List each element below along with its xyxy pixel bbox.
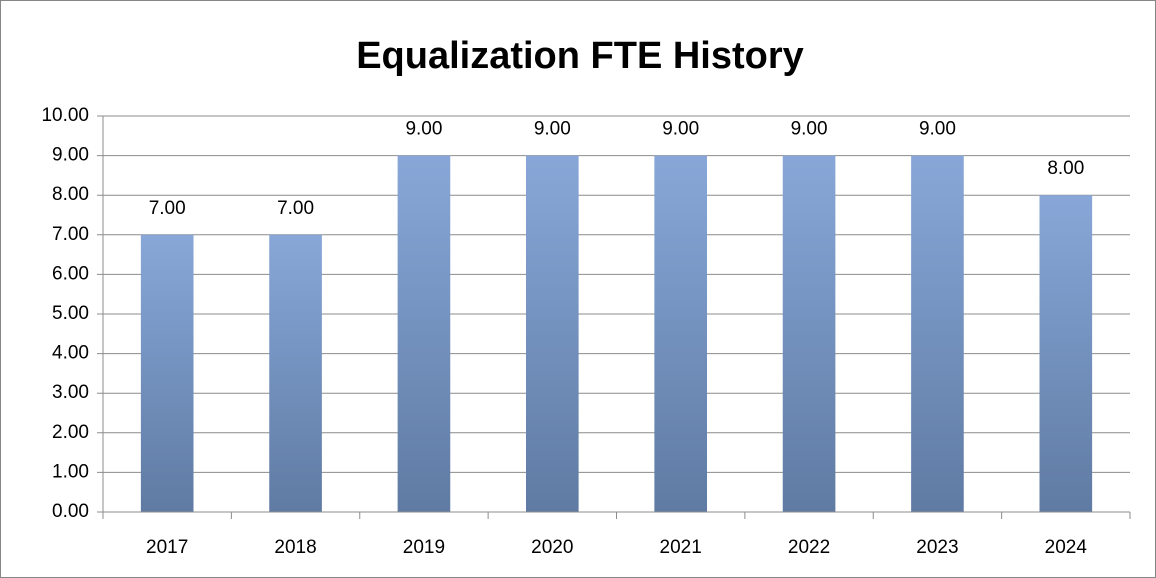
- x-tick-label: 2023: [916, 537, 958, 558]
- x-tick-label: 2021: [660, 537, 702, 558]
- bar: [911, 155, 964, 512]
- y-tick-label: 0.00: [52, 501, 89, 522]
- bar: [782, 155, 836, 512]
- y-tick-label: 3.00: [52, 382, 89, 403]
- y-tick-label: 7.00: [52, 224, 89, 245]
- value-label: 9.00: [534, 119, 571, 140]
- value-label: 8.00: [1047, 158, 1084, 179]
- bar: [269, 234, 322, 513]
- y-tick-label: 5.00: [52, 303, 89, 324]
- bar: [1039, 195, 1093, 512]
- x-tick-label: 2024: [1045, 537, 1088, 558]
- y-tick-label: 10.00: [41, 105, 89, 126]
- value-label: 9.00: [919, 119, 956, 140]
- y-tick-label: 6.00: [52, 263, 89, 284]
- x-tick-label: 2017: [146, 537, 188, 558]
- bar: [654, 155, 708, 512]
- x-tick-label: 2018: [274, 537, 316, 558]
- bar: [525, 155, 579, 512]
- bar: [397, 155, 451, 512]
- y-tick-label: 8.00: [52, 184, 89, 205]
- y-tick-label: 4.00: [52, 343, 89, 364]
- x-tick-label: 2022: [788, 537, 830, 558]
- y-tick-label: 1.00: [52, 461, 89, 482]
- chart-title: Equalization FTE History: [356, 35, 804, 77]
- value-label: 7.00: [277, 198, 314, 219]
- value-label: 7.00: [149, 198, 186, 219]
- y-tick-label: 9.00: [52, 145, 89, 166]
- y-tick-label: 2.00: [52, 422, 89, 443]
- value-label: 9.00: [791, 119, 828, 140]
- value-label: 9.00: [405, 119, 442, 140]
- x-tick-label: 2019: [403, 537, 445, 558]
- value-label: 9.00: [662, 119, 699, 140]
- bar: [140, 234, 194, 513]
- x-tick-label: 2020: [531, 537, 573, 558]
